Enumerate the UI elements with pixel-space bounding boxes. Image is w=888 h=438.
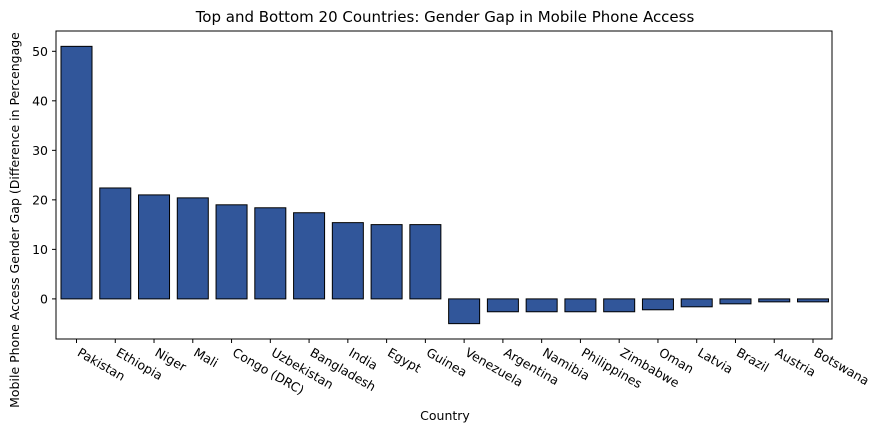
chart-title: Top and Bottom 20 Countries: Gender Gap … — [195, 8, 695, 26]
bar — [215, 204, 248, 300]
bar — [564, 298, 597, 313]
y-tick-label: 30 — [32, 143, 48, 158]
bar — [719, 298, 752, 305]
x-tick-label: Latvia — [695, 345, 735, 377]
plot-frame — [55, 30, 833, 340]
bar — [525, 298, 558, 313]
bar — [99, 187, 132, 300]
x-tick-label: Botswana — [812, 345, 872, 389]
bar — [331, 222, 364, 300]
y-tick-label: 40 — [32, 93, 48, 108]
y-tick-label: 10 — [32, 242, 48, 257]
y-tick-label: 20 — [32, 192, 48, 207]
bar — [409, 224, 442, 300]
y-tick-label: 50 — [32, 44, 48, 59]
bars-group — [60, 45, 830, 325]
x-tick-label: Austria — [773, 345, 819, 380]
bar — [254, 207, 287, 300]
bar — [486, 298, 519, 313]
bar — [176, 197, 209, 300]
x-tick-label: Brazil — [734, 345, 772, 375]
bar — [448, 298, 481, 325]
bar — [370, 224, 403, 300]
x-tick-label: Egypt — [385, 345, 424, 376]
x-tick-label: Mali — [191, 345, 220, 371]
x-tick-label: Guinea — [424, 345, 470, 380]
bar — [680, 298, 713, 308]
bar — [796, 298, 830, 303]
bar — [60, 45, 93, 300]
bar — [603, 298, 636, 313]
bar — [758, 298, 791, 303]
bar — [641, 298, 674, 311]
y-tick-label: 0 — [40, 291, 48, 306]
y-axis-ticks: 0 10 20 30 40 50 — [32, 44, 56, 306]
y-axis-label: Mobile Phone Access Gender Gap (Differen… — [7, 32, 22, 408]
bar — [293, 212, 326, 300]
x-axis-label: Country — [420, 408, 470, 423]
bar — [138, 194, 171, 300]
